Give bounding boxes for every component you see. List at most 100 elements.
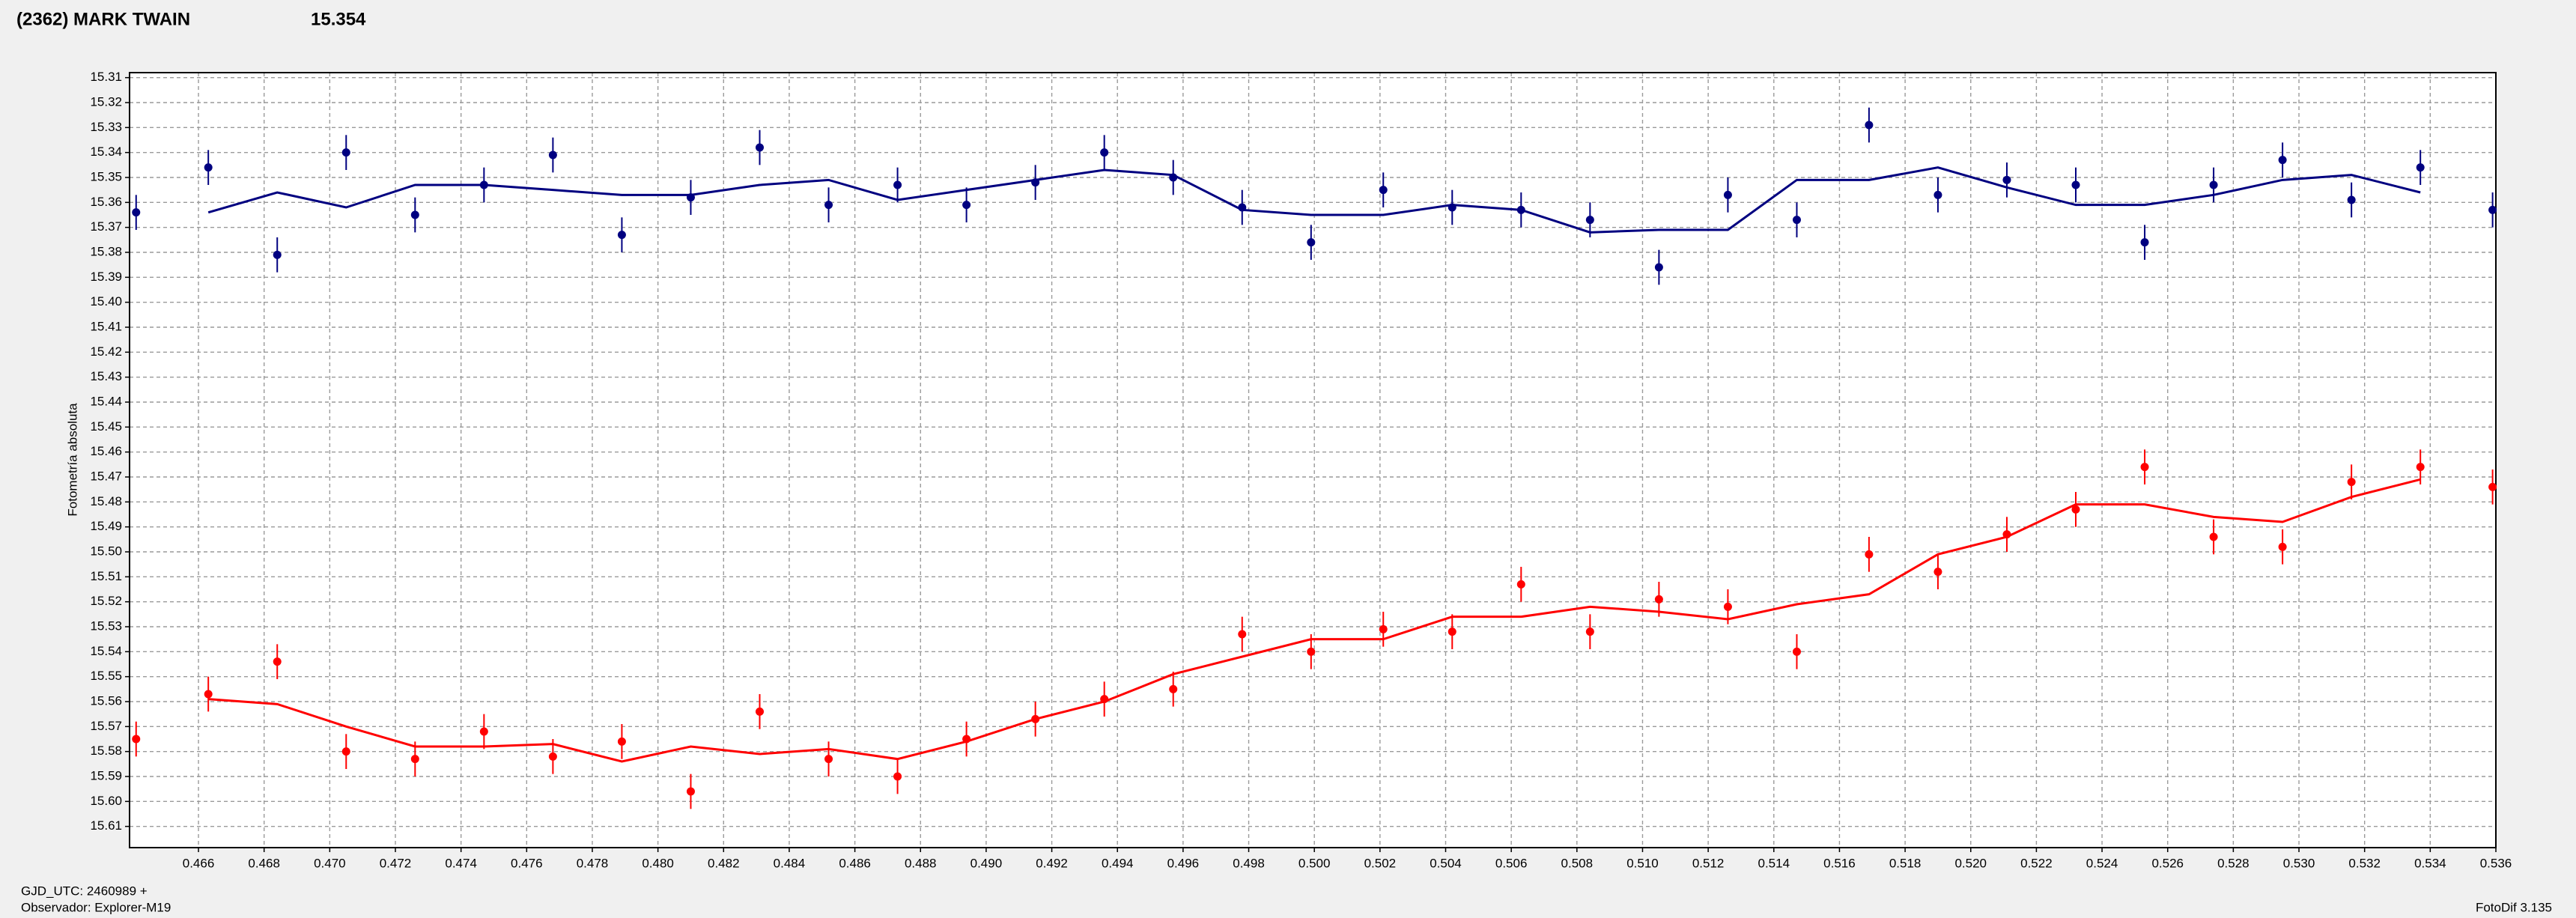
data-point <box>2140 238 2149 247</box>
data-point <box>1307 647 1316 656</box>
data-point <box>204 163 213 172</box>
x-tick-label: 0.514 <box>1758 856 1790 870</box>
x-tick-label: 0.504 <box>1430 856 1462 870</box>
data-point <box>1865 550 1874 559</box>
y-tick-label: 15.54 <box>90 644 122 658</box>
data-point <box>1723 190 1732 199</box>
data-point <box>410 210 419 219</box>
x-tick-label: 0.478 <box>577 856 609 870</box>
y-tick-label: 15.39 <box>90 270 122 284</box>
data-point <box>2347 478 2356 487</box>
x-tick-label: 0.470 <box>314 856 346 870</box>
footer: FotoDif 3.135 <box>2476 900 2552 914</box>
data-point <box>2488 482 2497 491</box>
y-tick-label: 15.36 <box>90 195 122 209</box>
data-point <box>1379 186 1388 195</box>
y-tick-label: 15.35 <box>90 169 122 183</box>
data-point <box>686 787 695 796</box>
y-tick-label: 15.37 <box>90 219 122 234</box>
data-point <box>1169 684 1178 693</box>
data-point <box>2416 163 2425 172</box>
y-tick-label: 15.31 <box>90 70 122 84</box>
y-tick-label: 15.34 <box>90 145 122 159</box>
data-point <box>1654 263 1663 272</box>
y-tick-label: 15.55 <box>90 669 122 683</box>
data-point <box>410 755 419 764</box>
data-point <box>2278 156 2287 165</box>
x-tick-label: 0.536 <box>2480 856 2512 870</box>
data-point <box>824 201 833 210</box>
x-tick-label: 0.490 <box>970 856 1003 870</box>
data-point <box>1100 148 1109 157</box>
x-tick-label: 0.494 <box>1102 856 1134 870</box>
x-tick-label: 0.508 <box>1561 856 1594 870</box>
x-tick-label: 0.474 <box>445 856 477 870</box>
x-tick-label: 0.482 <box>708 856 740 870</box>
data-point <box>273 657 282 666</box>
data-point <box>824 755 833 764</box>
data-point <box>2002 530 2011 539</box>
y-tick-label: 15.47 <box>90 469 122 483</box>
plot-area <box>130 73 2496 848</box>
x-tick-label: 0.488 <box>905 856 937 870</box>
data-point <box>617 737 626 746</box>
x-tick-label: 0.486 <box>839 856 871 870</box>
x-tick-label: 0.484 <box>774 856 806 870</box>
data-point <box>1448 203 1456 212</box>
data-point <box>1516 580 1525 589</box>
y-tick-label: 15.50 <box>90 544 122 558</box>
data-point <box>1448 627 1456 636</box>
data-point <box>1933 568 1942 577</box>
x-tick-label: 0.500 <box>1298 856 1331 870</box>
data-point <box>1933 190 1942 199</box>
data-point <box>1379 624 1388 633</box>
y-tick-label: 15.56 <box>90 693 122 708</box>
x-tick-label: 0.534 <box>2414 856 2446 870</box>
x-tick-label: 0.466 <box>183 856 215 870</box>
data-point <box>2347 195 2356 204</box>
data-point <box>686 193 695 202</box>
y-tick-label: 15.41 <box>90 319 122 333</box>
x-tick-label: 0.516 <box>1823 856 1856 870</box>
data-point <box>1585 216 1594 225</box>
data-point <box>2416 463 2425 472</box>
data-point <box>1516 205 1525 214</box>
data-point <box>341 747 350 756</box>
x-tick-label: 0.472 <box>380 856 412 870</box>
x-tick-label: 0.480 <box>642 856 674 870</box>
data-point <box>1792 216 1801 225</box>
data-point <box>1031 178 1040 187</box>
annotation: Observador: Explorer-M19 <box>21 900 171 914</box>
data-point <box>479 180 488 189</box>
y-tick-label: 15.45 <box>90 419 122 434</box>
y-tick-label: 15.38 <box>90 244 122 258</box>
data-point <box>1169 173 1178 182</box>
data-point <box>1585 627 1594 636</box>
x-tick-label: 0.512 <box>1692 856 1725 870</box>
data-point <box>1238 630 1247 639</box>
data-point <box>1654 595 1663 604</box>
x-tick-label: 0.498 <box>1233 856 1265 870</box>
y-tick-label: 15.51 <box>90 569 122 583</box>
data-point <box>2488 205 2497 214</box>
data-point <box>2002 175 2011 184</box>
y-axis-label: Fotometría absoluta <box>65 403 79 517</box>
y-tick-label: 15.52 <box>90 594 122 608</box>
data-point <box>962 201 971 210</box>
x-tick-label: 0.522 <box>2020 856 2053 870</box>
x-tick-label: 0.528 <box>2217 856 2250 870</box>
plot-border <box>129 72 2497 848</box>
data-point <box>548 752 557 761</box>
data-point <box>1031 714 1040 723</box>
x-tick-label: 0.496 <box>1167 856 1200 870</box>
data-point <box>1100 695 1109 704</box>
y-tick-label: 15.32 <box>90 94 122 109</box>
x-tick-label: 0.520 <box>1954 856 1987 870</box>
y-tick-label: 15.43 <box>90 369 122 383</box>
data-point <box>755 707 764 716</box>
data-point <box>1307 238 1316 247</box>
chart-title: (2362) MARK TWAIN <box>16 9 190 29</box>
x-tick-label: 0.518 <box>1889 856 1922 870</box>
